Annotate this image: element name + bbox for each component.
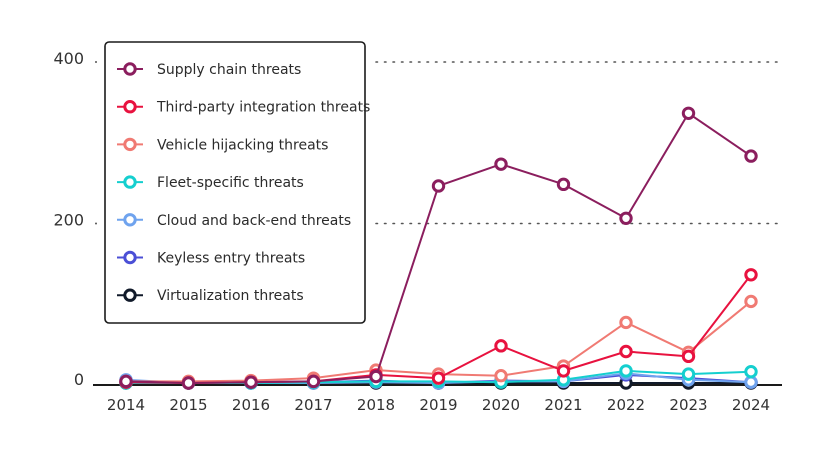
legend-swatch-marker bbox=[123, 175, 137, 189]
x-tick-label: 2022 bbox=[607, 396, 645, 414]
data-point bbox=[556, 364, 571, 378]
data-point bbox=[556, 177, 571, 192]
data-point bbox=[744, 375, 758, 389]
gridline-marker-200 bbox=[95, 222, 97, 225]
gridline-marker-400 bbox=[95, 61, 97, 63]
data-point bbox=[681, 367, 696, 381]
x-tick-label: 2014 bbox=[107, 396, 145, 414]
x-tick-label: 2017 bbox=[294, 396, 332, 414]
data-point bbox=[619, 211, 633, 225]
legend-swatch-marker bbox=[123, 100, 137, 114]
x-tick-label: 2024 bbox=[732, 396, 770, 414]
data-point bbox=[181, 376, 196, 390]
data-point bbox=[744, 364, 758, 379]
legend-label: Virtualization threats bbox=[157, 288, 304, 304]
legend-label: Third-party integration threats bbox=[156, 100, 370, 116]
legend-item: Virtualization threats bbox=[117, 288, 304, 304]
x-tick-label: 2020 bbox=[482, 396, 520, 414]
data-point bbox=[681, 106, 696, 120]
gridlines bbox=[95, 61, 779, 225]
data-point bbox=[744, 268, 758, 282]
legend-item: Third-party integration threats bbox=[117, 100, 370, 116]
data-point bbox=[681, 349, 696, 364]
x-tick-label: 2021 bbox=[544, 396, 582, 414]
legend-item: Fleet-specific threats bbox=[117, 175, 304, 191]
legend-swatch-marker bbox=[123, 137, 137, 152]
x-tick-label: 2019 bbox=[419, 396, 457, 414]
x-tick-label: 2015 bbox=[169, 396, 207, 414]
legend-label: Fleet-specific threats bbox=[157, 175, 304, 191]
legend-label: Keyless entry threats bbox=[157, 251, 305, 267]
data-point bbox=[119, 374, 133, 389]
legend-swatch-marker bbox=[123, 250, 137, 265]
y-tick-label: 200 bbox=[53, 211, 84, 230]
data-point bbox=[494, 339, 508, 353]
data-point bbox=[431, 371, 446, 385]
data-point bbox=[619, 364, 633, 378]
legend-label: Supply chain threats bbox=[157, 62, 301, 78]
data-point bbox=[619, 315, 633, 330]
legend-swatch-marker bbox=[123, 62, 137, 76]
data-point bbox=[744, 294, 758, 309]
legend-box bbox=[104, 41, 366, 324]
legend-item: Cloud and back-end threats bbox=[117, 213, 351, 229]
y-tick-label: 400 bbox=[53, 49, 84, 68]
legend-swatch-marker bbox=[123, 213, 137, 227]
x-tick-label: 2016 bbox=[232, 396, 270, 414]
legend-label: Vehicle hijacking threats bbox=[157, 137, 328, 153]
legend-item: Supply chain threats bbox=[117, 62, 301, 78]
y-tick-label: 0 bbox=[74, 370, 84, 389]
data-point bbox=[306, 374, 321, 389]
data-point bbox=[494, 157, 508, 171]
x-tick-label: 2018 bbox=[357, 396, 395, 414]
legend-item: Keyless entry threats bbox=[117, 251, 305, 267]
x-axis-ticks: 2014 2015 2016 2017 2018 2019 2020 2021 2022 2023… bbox=[107, 396, 770, 414]
x-tick-label: 2023 bbox=[669, 396, 707, 414]
data-point bbox=[369, 369, 383, 384]
legend-item: Vehicle hijacking threats bbox=[117, 137, 328, 153]
data-point bbox=[494, 369, 508, 383]
legend-label: Cloud and back-end threats bbox=[157, 213, 351, 229]
data-point bbox=[744, 149, 758, 163]
data-point bbox=[619, 344, 633, 359]
data-point bbox=[244, 375, 258, 389]
legend: Supply chain threats Third-party integrat… bbox=[104, 41, 370, 324]
data-point bbox=[431, 179, 446, 193]
legend-swatch-marker bbox=[123, 288, 137, 302]
series-supply-chain-threats bbox=[119, 106, 758, 390]
y-axis-ticks: 0 200 400 bbox=[53, 49, 84, 389]
series-group bbox=[119, 106, 758, 390]
